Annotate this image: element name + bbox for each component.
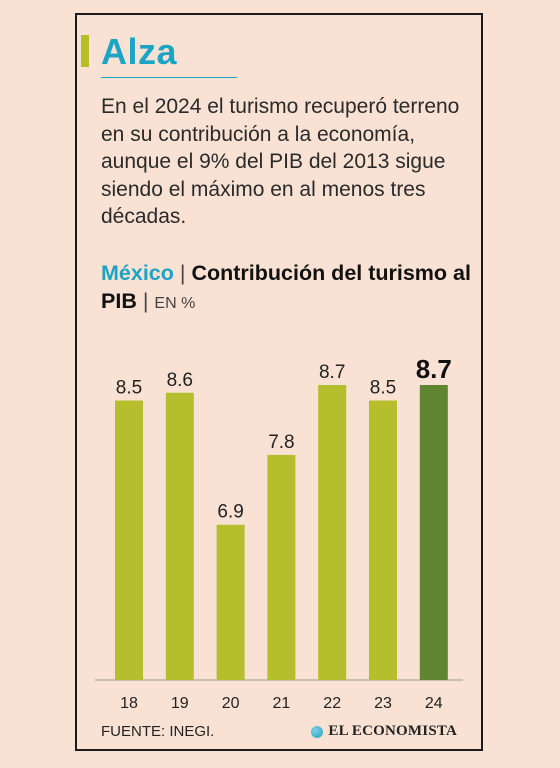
data-label-19: 8.6 [167,370,193,391]
x-tick-label-21: 21 [273,695,291,712]
x-tick-label-20: 20 [222,695,240,712]
data-label-20: 6.9 [217,502,243,523]
x-tick-label-24: 24 [425,695,443,712]
title-underline [101,77,237,78]
bar-chart: 8.5 18 8.6 19 6.9 20 7.8 21 8.7 22 8.5 23 8.7 24 [95,354,463,712]
chart-heading: México | Contribución del turismo al PIB… [101,259,471,318]
x-tick-label-23: 23 [374,695,392,712]
data-label-24: 8.7 [416,354,452,384]
page-title: Alza [101,31,178,72]
brand-logo: EL ECONOMISTA [311,723,457,740]
intro-text: En el 2024 el turismo recuperó terreno e… [101,95,460,228]
x-tick-label-19: 19 [171,695,189,712]
bar-22 [318,385,347,680]
data-label-18: 8.5 [116,378,142,399]
source-note: FUENTE: INEGI. [101,723,215,740]
brand-name: EL ECONOMISTA [328,723,457,739]
bar-21 [267,454,296,680]
title-accent-bar [81,35,89,67]
bar-20 [216,524,245,680]
bar-23 [369,400,397,680]
x-tick-label-22: 22 [323,695,341,712]
data-label-21: 7.8 [268,432,294,453]
chart-heading-country: México [101,261,174,285]
bar-18 [115,400,143,680]
infographic-card: Alza En el 2024 el turismo recuperó terr… [75,13,483,751]
chart-heading-subject: Contribución del turismo al PIB [101,261,471,313]
x-tick-label-18: 18 [120,695,138,712]
data-label-22: 8.7 [319,362,345,383]
chart-heading-separator: | [179,261,186,285]
bar-24 [419,385,448,680]
chart-heading-unit: EN % [154,295,196,312]
bar-19 [165,392,194,680]
data-label-23: 8.5 [370,378,396,399]
chart-heading-unit-separator: | [142,289,149,313]
el-economista-logo-icon [311,725,324,738]
